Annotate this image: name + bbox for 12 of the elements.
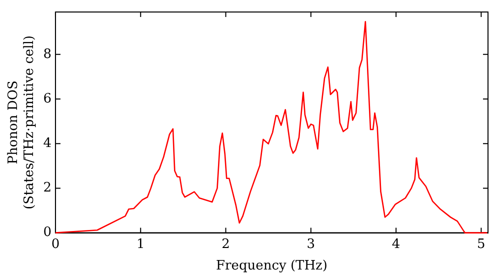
y-tick-label: 2 — [43, 180, 52, 196]
y-tick-label: 8 — [43, 46, 52, 62]
x-tick-label: 5 — [477, 236, 486, 252]
x-axis-title: Frequency (THz) — [216, 258, 328, 274]
x-tick-label: 3 — [306, 236, 316, 252]
x-tick-label: 4 — [392, 236, 400, 252]
x-tick-label: 1 — [136, 236, 145, 252]
y-tick-label: 4 — [43, 136, 52, 151]
y-axis-title: Phonon DOS (States/THz·primitive cell) — [6, 35, 37, 210]
y-tick-label: 0 — [43, 225, 52, 240]
x-tick-label: 2 — [222, 236, 230, 252]
y-tick-label: 6 — [43, 91, 52, 106]
